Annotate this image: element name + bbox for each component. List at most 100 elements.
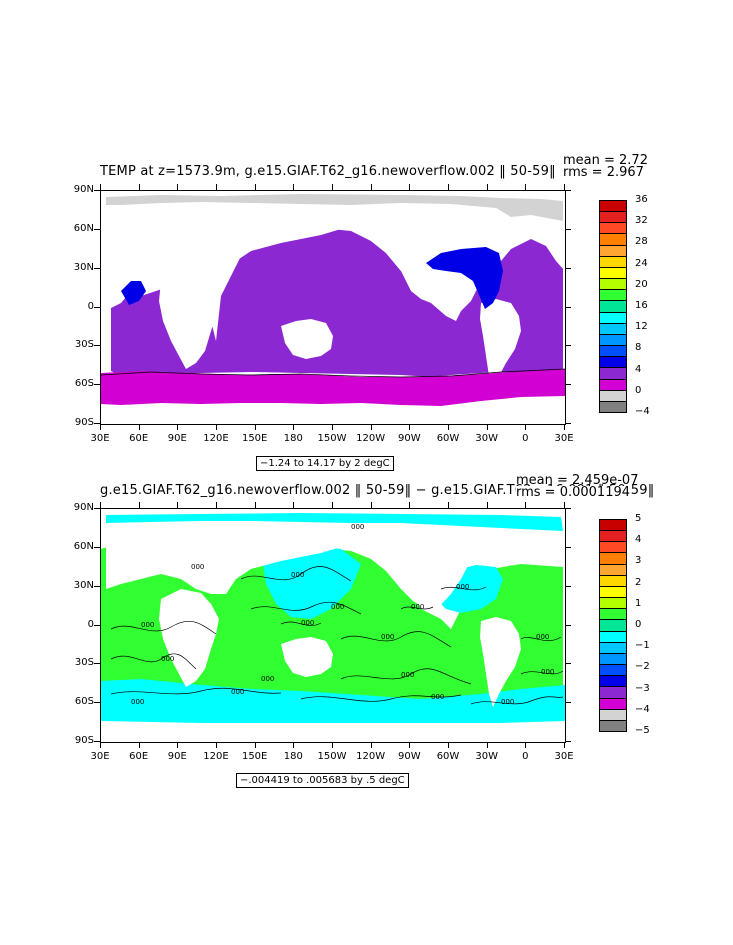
top-colorbar-label: 16 xyxy=(635,300,648,311)
bottom-lon-tick-mark xyxy=(100,742,101,748)
top-lon-tick-mark xyxy=(332,424,333,430)
bottom-contours xyxy=(110,566,564,705)
bottom-colorbar-label: −4 xyxy=(635,703,650,715)
top-lon-tick-mark xyxy=(254,184,256,190)
bottom-land-eurasia xyxy=(106,524,346,594)
contour-value-label: 000 xyxy=(456,583,469,591)
bottom-cyan-south xyxy=(101,679,565,723)
bottom-lon-tick-mark xyxy=(332,502,333,508)
bottom-lat-tick-mark xyxy=(565,624,571,626)
bottom-colorbar-label: 1 xyxy=(635,597,642,609)
top-lat-tick-mark xyxy=(94,384,100,386)
top-lat-tick-mark xyxy=(94,190,100,191)
top-lon-tick-label: 90E xyxy=(167,433,187,444)
top-lon-tick-mark xyxy=(138,184,140,190)
top-panel-title: TEMP at z=1573.9m, g.e15.GIAF.T62_g16.ne… xyxy=(100,164,556,179)
bottom-lon-tick-label: 120W xyxy=(356,751,386,762)
bottom-colorbar-label: 0 xyxy=(635,619,642,630)
top-lon-tick-mark xyxy=(564,424,565,430)
bottom-lon-tick-mark xyxy=(564,742,565,748)
top-arctic-undefined xyxy=(106,194,563,221)
bottom-lon-tick-mark xyxy=(370,502,372,508)
bottom-rms-stat: rms = 0.0001194 xyxy=(516,485,631,500)
contour-value-label: 000 xyxy=(231,688,244,696)
bottom-land-north-america xyxy=(371,541,469,609)
top-land-greenland xyxy=(511,217,556,239)
contour-value-label: 000 xyxy=(541,668,554,676)
bottom-lon-tick-mark xyxy=(100,502,101,508)
top-zero-contour xyxy=(101,368,565,378)
bottom-lon-tick-mark xyxy=(216,502,217,508)
bottom-lon-tick-mark xyxy=(332,742,333,748)
top-land-australia xyxy=(281,319,333,359)
bottom-lon-tick-mark xyxy=(409,502,411,508)
contour-value-label: 000 xyxy=(301,619,314,627)
top-ocean-main xyxy=(111,229,563,377)
top-colorbar-label: 36 xyxy=(635,194,648,205)
bottom-colorbar-label: −5 xyxy=(635,725,650,736)
bottom-colorbar-label: 3 xyxy=(635,555,642,567)
bottom-lon-tick-label: 90W xyxy=(398,751,421,762)
bottom-panel-title: g.e15.GIAF.T62_g16.newoverflow.002 ‖ 50-… xyxy=(100,483,655,498)
top-lat-tick-mark xyxy=(565,190,571,191)
top-lon-tick-mark xyxy=(486,184,488,190)
bottom-land-africa xyxy=(159,589,219,687)
top-lon-tick-mark xyxy=(293,424,295,430)
bottom-lon-tick-mark xyxy=(486,742,488,748)
top-lon-tick-mark xyxy=(525,184,527,190)
top-lon-tick-mark xyxy=(177,184,179,190)
top-colorbar-label: 12 xyxy=(635,321,648,333)
bottom-lon-tick-mark xyxy=(216,742,217,748)
bottom-lon-tick-mark xyxy=(138,502,140,508)
top-lon-tick-label: 150E xyxy=(241,433,268,444)
top-lon-tick-mark xyxy=(216,184,217,190)
top-lon-tick-mark xyxy=(409,424,411,430)
contour-value-label: 000 xyxy=(141,621,154,629)
bottom-lat-tick-mark xyxy=(565,508,571,509)
bottom-lon-tick-label: 180 xyxy=(283,751,303,762)
top-lon-tick-label: 0 xyxy=(522,433,529,444)
bottom-contour-labels: 000 000 000 000 000 000 000 000 000 000 000 000 000 0… xyxy=(131,523,554,706)
bottom-lat-tick-mark xyxy=(94,702,100,704)
bottom-lat-tick-label: 90S xyxy=(74,735,94,746)
bottom-lat-tick-mark xyxy=(94,508,100,509)
bottom-colorbar: 5 4 3 2 1 0 −1 −2 −3 −4 −5 xyxy=(599,513,659,736)
bottom-lat-tick-mark xyxy=(94,663,100,665)
bottom-colorbar-label: −3 xyxy=(635,682,650,694)
bottom-colorbar-label: −2 xyxy=(635,661,650,673)
bottom-lon-tick-mark xyxy=(564,502,565,508)
bottom-lon-tick-mark xyxy=(409,742,411,748)
top-lon-tick-label: 180 xyxy=(283,433,303,444)
top-lon-tick-mark xyxy=(332,184,333,190)
bottom-lat-tick-mark xyxy=(565,585,571,587)
top-lat-tick-mark xyxy=(94,345,100,347)
top-lon-tick-mark xyxy=(448,184,449,190)
bottom-lon-tick-mark xyxy=(177,742,179,748)
bottom-lat-tick-mark xyxy=(94,585,100,587)
top-lat-tick-mark xyxy=(565,384,571,386)
top-lat-tick-label: 90N xyxy=(73,184,94,195)
bottom-lon-tick-mark xyxy=(293,742,295,748)
top-lat-tick-mark xyxy=(94,306,100,308)
top-lon-tick-label: 30W xyxy=(475,433,498,444)
top-southern-ocean-cold xyxy=(101,369,565,406)
top-lon-tick-label: 120E xyxy=(203,433,229,444)
bottom-cyan-north xyxy=(106,513,563,531)
top-lon-tick-mark xyxy=(525,424,527,430)
top-land-africa xyxy=(159,271,219,369)
top-rms-stat: rms = 2.967 xyxy=(563,165,644,180)
top-lon-tick-mark xyxy=(486,424,488,430)
top-land-south-america xyxy=(480,299,521,389)
top-lat-tick-mark xyxy=(94,228,100,230)
contour-value-label: 000 xyxy=(261,675,274,683)
top-lon-tick-mark xyxy=(564,184,565,190)
top-north-atlantic-warm xyxy=(426,247,503,309)
bottom-lat-tick-mark xyxy=(565,702,571,704)
top-lon-tick-mark xyxy=(100,184,101,190)
bottom-lat-tick-label: 0 xyxy=(87,618,94,630)
top-lon-tick-mark xyxy=(409,184,411,190)
top-lon-tick-mark xyxy=(216,424,217,430)
bottom-mean-stat: mean = 2.459e-07 xyxy=(516,473,639,488)
bottom-lon-tick-label: 30W xyxy=(475,751,498,762)
contour-value-label: 000 xyxy=(381,633,394,641)
